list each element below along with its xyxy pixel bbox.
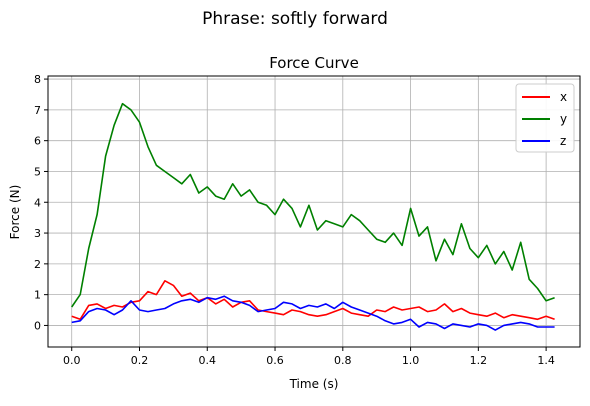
x-axis-label: Time (s) — [289, 377, 339, 391]
series-line-y — [71, 102, 555, 308]
x-tick-label: 1.2 — [470, 354, 488, 367]
y-tick-label: 8 — [34, 73, 41, 86]
series-layer — [71, 102, 555, 331]
series-line-z — [71, 295, 555, 331]
x-tick-label: 1.4 — [537, 354, 555, 367]
grid-lines — [48, 76, 580, 347]
plot-frame — [47, 75, 581, 348]
y-tick-label: 0 — [34, 319, 41, 332]
x-tick-label: 0.8 — [334, 354, 352, 367]
y-tick-label: 4 — [34, 196, 41, 209]
x-tick-label: 0.0 — [63, 354, 81, 367]
x-tick-label: 0.2 — [131, 354, 149, 367]
x-tick-label: 0.6 — [266, 354, 284, 367]
y-tick-label: 2 — [34, 258, 41, 271]
figure-suptitle: Phrase: softly forward — [202, 9, 388, 29]
y-tick-label: 3 — [34, 227, 41, 240]
legend-label-z: z — [560, 134, 566, 148]
legend: xyz — [515, 83, 575, 153]
legend-label-y: y — [560, 112, 567, 126]
y-tick-label: 1 — [34, 289, 41, 302]
tick-marks: 0.0 0.2 0.4 0.6 0.8 1.0 1.2 1.4 0 1 2 3 4 5 6 7 8 — [34, 73, 555, 367]
y-axis-label: Force (N) — [8, 185, 22, 240]
y-tick-label: 7 — [34, 104, 41, 117]
legend-label-x: x — [560, 90, 567, 104]
chart-title: Force Curve — [269, 54, 359, 72]
x-tick-label: 1.0 — [402, 354, 420, 367]
x-tick-label: 0.4 — [199, 354, 217, 367]
y-tick-label: 6 — [34, 135, 41, 148]
y-tick-label: 5 — [34, 165, 41, 178]
series-line-x — [71, 279, 555, 321]
axes-frame — [47, 75, 581, 348]
